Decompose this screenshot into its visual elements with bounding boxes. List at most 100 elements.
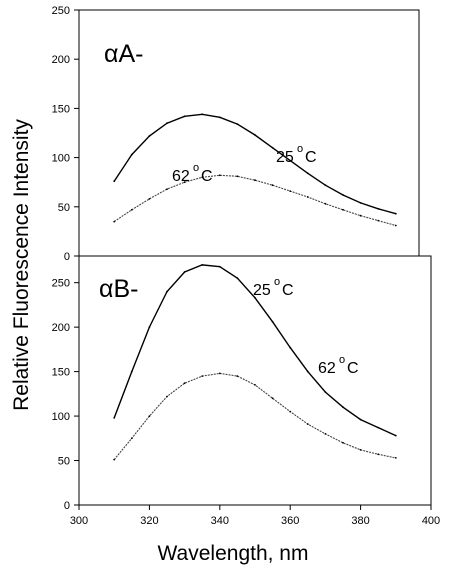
data-point bbox=[166, 395, 168, 398]
panel-a-series-62c-line bbox=[113, 174, 396, 227]
data-point bbox=[148, 135, 151, 137]
panel-a-series-25c-line bbox=[113, 113, 396, 215]
panel-a-label: αA- bbox=[104, 40, 143, 68]
data-point bbox=[271, 184, 274, 187]
data-point bbox=[130, 370, 133, 373]
data-point bbox=[148, 415, 151, 417]
panel-b-label: αB- bbox=[99, 275, 138, 303]
xtick-label: 340 bbox=[211, 515, 229, 527]
svg-text:o: o bbox=[297, 143, 303, 155]
data-point bbox=[324, 391, 327, 393]
data-point bbox=[183, 271, 186, 273]
data-point bbox=[166, 188, 168, 191]
data-point bbox=[289, 190, 292, 193]
x-axis-label: Wavelength, nm bbox=[158, 542, 309, 565]
data-point bbox=[394, 434, 397, 437]
svg-text:o: o bbox=[274, 276, 280, 288]
panel-a-62c-annotation: 62 o C bbox=[172, 162, 213, 185]
data-point bbox=[271, 146, 274, 149]
data-point bbox=[359, 202, 362, 204]
data-point bbox=[324, 202, 327, 205]
data-point bbox=[130, 153, 133, 156]
data-point bbox=[254, 179, 256, 182]
data-point bbox=[359, 449, 362, 451]
data-point bbox=[324, 433, 327, 435]
data-point bbox=[201, 176, 204, 179]
data-point bbox=[201, 264, 204, 266]
data-point bbox=[342, 406, 344, 409]
data-point bbox=[359, 418, 362, 421]
data-point bbox=[236, 375, 239, 377]
svg-text:o: o bbox=[193, 162, 199, 174]
data-point bbox=[394, 457, 397, 459]
data-point bbox=[236, 277, 239, 280]
data-point bbox=[394, 212, 397, 215]
panel-b-62c-annotation: 62 o C bbox=[318, 354, 359, 377]
panel-b-25c-annotation: 25 o C bbox=[253, 276, 294, 299]
data-point bbox=[113, 458, 116, 461]
series-lines bbox=[113, 113, 397, 461]
data-point bbox=[113, 180, 116, 183]
data-point bbox=[254, 134, 256, 136]
svg-text:62: 62 bbox=[318, 360, 336, 377]
data-point bbox=[183, 181, 186, 184]
data-point bbox=[271, 397, 274, 400]
data-point bbox=[113, 417, 116, 419]
data-point bbox=[342, 441, 344, 444]
ytick-label: 0 bbox=[64, 251, 70, 263]
data-point bbox=[148, 326, 151, 328]
data-point bbox=[289, 346, 292, 349]
ytick-label: 100 bbox=[52, 153, 70, 165]
panel-b-frame bbox=[78, 255, 432, 506]
data-point bbox=[166, 290, 168, 293]
panel-a-yticks: 0 50 100 150 200 250 bbox=[52, 5, 79, 263]
svg-text:C: C bbox=[347, 360, 359, 377]
panel-a-25c-annotation: 25 o C bbox=[276, 143, 317, 166]
panel-b-yticks: 0 50 100 150 200 250 bbox=[52, 278, 79, 512]
data-point bbox=[201, 375, 204, 377]
data-point bbox=[289, 410, 292, 413]
data-point bbox=[218, 116, 221, 119]
data-point bbox=[183, 115, 186, 118]
ytick-label: 100 bbox=[52, 411, 70, 423]
data-point bbox=[236, 175, 239, 178]
data-point bbox=[359, 214, 362, 217]
ytick-label: 150 bbox=[52, 103, 70, 115]
xtick-label: 380 bbox=[351, 515, 369, 527]
xtick-label: 400 bbox=[422, 515, 440, 527]
data-point bbox=[342, 208, 344, 211]
data-point bbox=[394, 224, 397, 227]
data-point bbox=[289, 159, 292, 162]
data-point bbox=[236, 123, 239, 125]
x-axis-ticks: 300 320 340 360 380 400 bbox=[70, 505, 440, 527]
data-point bbox=[306, 196, 309, 198]
svg-text:C: C bbox=[282, 282, 294, 299]
svg-text:62: 62 bbox=[172, 168, 190, 185]
data-point bbox=[377, 426, 380, 429]
ytick-label: 50 bbox=[58, 456, 70, 468]
svg-text:C: C bbox=[305, 149, 317, 166]
panel-b-series-62c-line bbox=[113, 372, 396, 460]
data-point bbox=[130, 208, 133, 211]
data-point bbox=[377, 453, 380, 456]
ytick-label: 200 bbox=[52, 54, 70, 66]
data-point bbox=[218, 372, 221, 375]
data-point bbox=[377, 207, 380, 210]
data-point bbox=[342, 194, 344, 196]
ytick-label: 150 bbox=[52, 367, 70, 379]
data-point bbox=[201, 113, 204, 116]
data-point bbox=[306, 423, 309, 425]
data-point bbox=[324, 184, 327, 187]
xtick-label: 320 bbox=[140, 515, 158, 527]
data-point bbox=[306, 172, 309, 175]
data-point bbox=[130, 437, 133, 440]
ytick-label: 200 bbox=[52, 322, 70, 334]
svg-text:25: 25 bbox=[253, 282, 271, 299]
ytick-label: 0 bbox=[64, 500, 70, 512]
data-point bbox=[306, 370, 309, 373]
data-point bbox=[183, 382, 186, 385]
svg-text:o: o bbox=[339, 354, 345, 366]
ytick-label: 50 bbox=[58, 202, 70, 214]
data-point bbox=[218, 174, 221, 177]
